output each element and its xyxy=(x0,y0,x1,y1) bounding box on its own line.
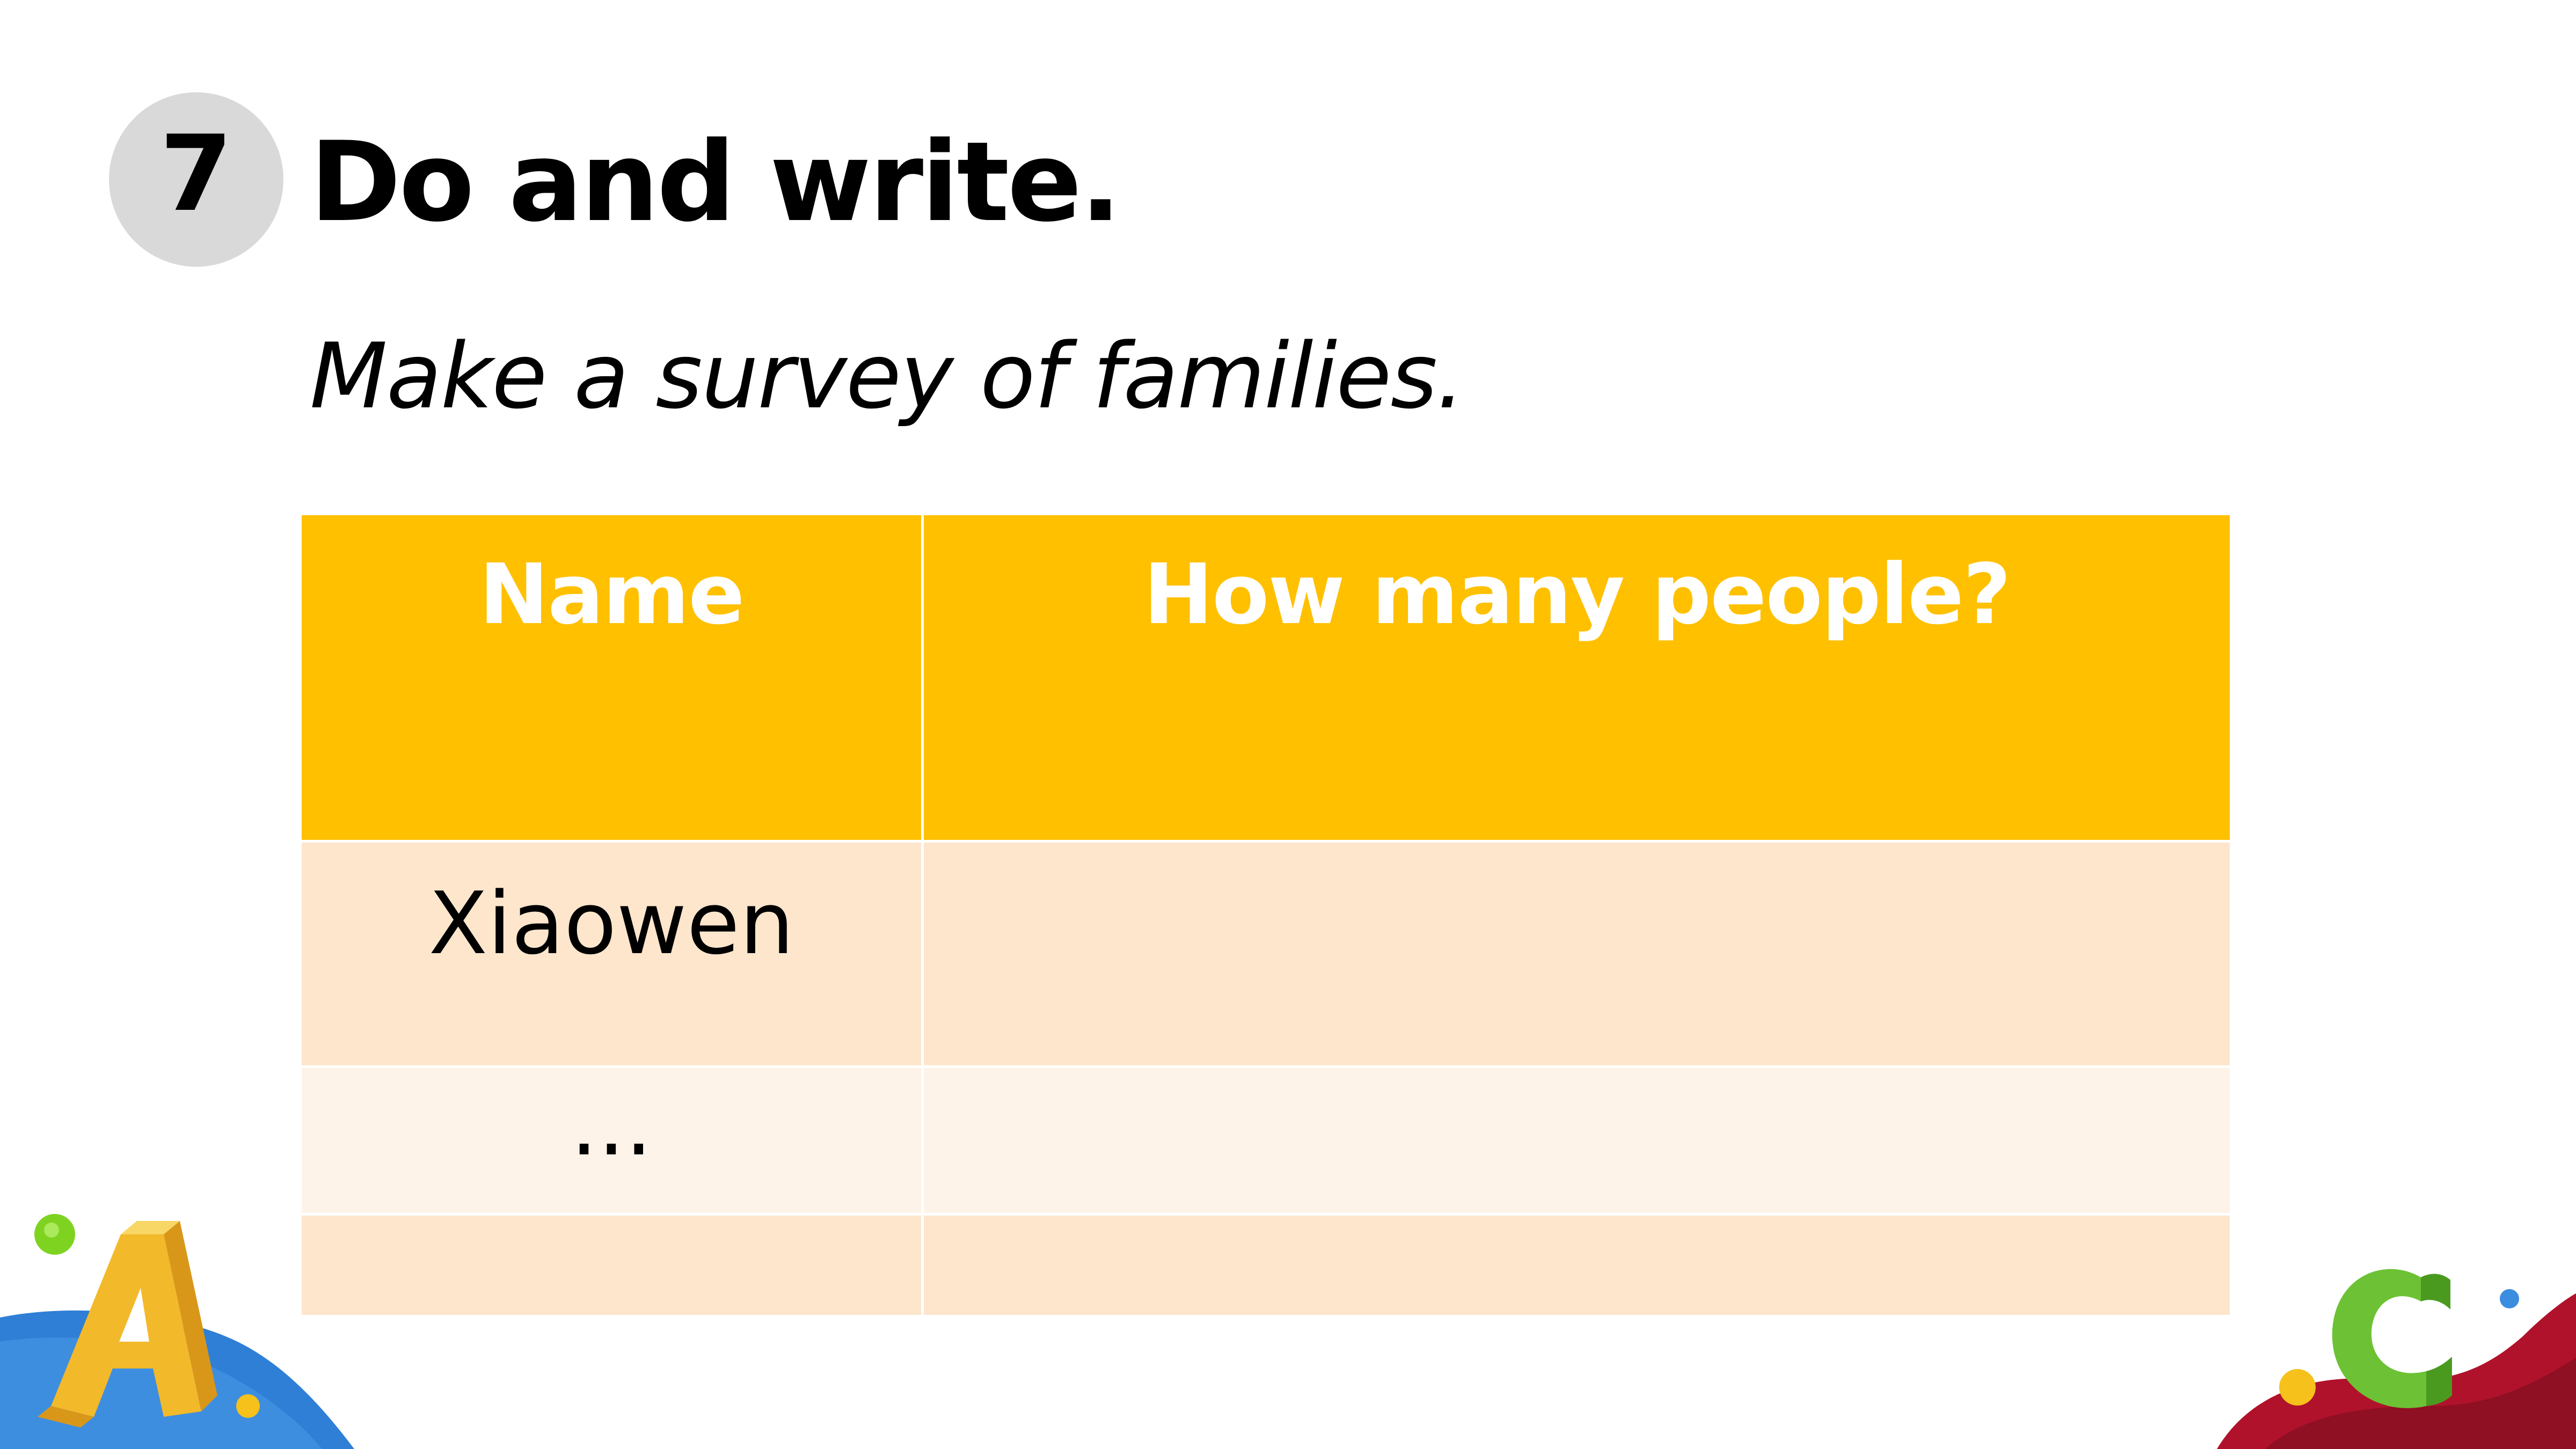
cell-name[interactable] xyxy=(299,1213,924,1318)
yellow-dot-icon xyxy=(236,1394,260,1418)
letter-c-decoration xyxy=(2217,1269,2576,1449)
letter-a-decoration xyxy=(0,1214,354,1449)
activity-number-badge: 7 xyxy=(109,92,283,267)
table-row: ... xyxy=(299,1065,2232,1216)
activity-number: 7 xyxy=(159,113,233,235)
header-how-many-people: How many people? xyxy=(921,513,2232,843)
survey-table: Name How many people? Xiaowen ... xyxy=(299,513,2232,1318)
table-row xyxy=(299,1213,2232,1318)
cell-people[interactable] xyxy=(921,840,2232,1068)
table-header-row: Name How many people? xyxy=(299,513,2232,843)
cell-people[interactable] xyxy=(921,1213,2232,1318)
activity-title: Do and write. xyxy=(310,119,1121,246)
blue-dot-icon xyxy=(2500,1289,2519,1308)
letter-c-icon xyxy=(2332,1269,2452,1408)
activity-instruction: Make a survey of families. xyxy=(310,324,1465,429)
cell-name: Xiaowen xyxy=(299,840,924,1068)
cell-name: ... xyxy=(299,1065,924,1216)
yellow-dot-icon xyxy=(2279,1369,2316,1406)
table-row: Xiaowen xyxy=(299,840,2232,1068)
header-name: Name xyxy=(299,513,924,843)
cell-people[interactable] xyxy=(921,1065,2232,1216)
letter-a-icon xyxy=(38,1221,217,1428)
